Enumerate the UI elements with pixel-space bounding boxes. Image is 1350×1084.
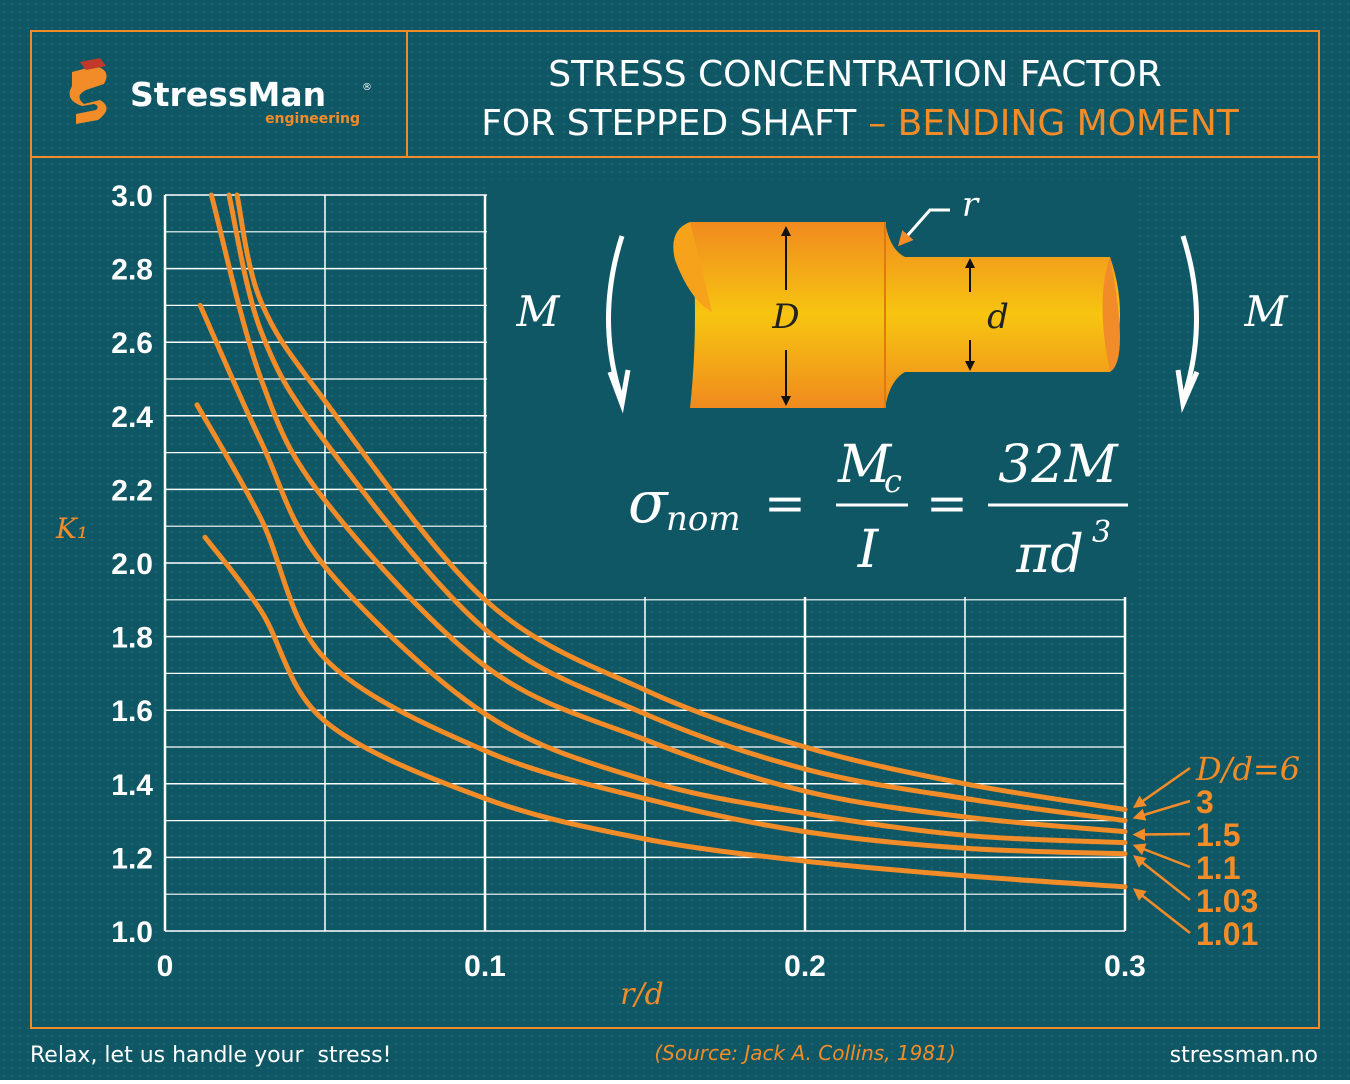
series-line [197, 302, 1128, 846]
x-tick-label: 0.1 [464, 950, 506, 983]
formula-frac2-den: πd [1015, 525, 1083, 585]
series-line [208, 192, 1128, 835]
label-arrow [1133, 888, 1191, 934]
series-label: 1.1 [1196, 850, 1240, 886]
moment-arrow [606, 235, 625, 401]
formula-frac1-num-sub: c [884, 462, 902, 500]
brand: StressMan [130, 75, 326, 114]
formula-lhs: σ [628, 468, 669, 536]
series-label: 1.5 [1196, 817, 1240, 853]
y-tick-label: 3.0 [111, 180, 153, 213]
x-tick-label: 0 [157, 950, 174, 983]
x-tick-label: 0.3 [1104, 950, 1146, 983]
shaft-end [673, 222, 712, 312]
y-tick-label: 2.6 [111, 327, 153, 360]
website: stressman.no [1170, 1043, 1318, 1068]
formula-equals: = [926, 474, 968, 532]
series-line [194, 402, 1128, 857]
shaft-diagram: D d r M M [515, 185, 1288, 414]
x-axis-label: r/d [620, 977, 664, 1012]
formula-equals: = [764, 474, 806, 532]
registered: ® [362, 82, 372, 93]
label-arrow [1132, 828, 1191, 841]
formula-frac2-den-sup: 3 [1092, 515, 1111, 550]
formula-frac1-num: M [837, 435, 893, 495]
label-arrow [1133, 855, 1191, 901]
title-line2: FOR STEPPED SHAFT – BENDING MOMENT [481, 103, 1240, 144]
series-label: 3 [1196, 784, 1214, 820]
shaft [690, 222, 1120, 408]
series-label: D/d=6 [1195, 750, 1300, 788]
series-line [226, 192, 1128, 824]
frame [30, 30, 1320, 1029]
title-highlight: – BENDING MOMENT [868, 103, 1240, 144]
series-line [202, 534, 1128, 890]
label-r: r [962, 185, 980, 225]
y-tick-label: 1.2 [111, 842, 153, 875]
series-label: 1.01 [1196, 916, 1258, 952]
title-main: FOR STEPPED SHAFT [481, 103, 857, 144]
title-line1: STRESS CONCENTRATION FACTOR [548, 54, 1162, 95]
slogan: Relax, let us handle your stress! [30, 1043, 391, 1068]
y-tick-label: 2.4 [111, 401, 153, 434]
moment-arrowhead [1175, 369, 1200, 413]
label-arrow [1132, 766, 1191, 808]
y-tick-label: 1.6 [111, 695, 153, 728]
label-D: D [771, 297, 799, 337]
brand-sub: engineering [265, 111, 360, 127]
formula-frac1-den: I [857, 520, 880, 580]
formula-frac2-num: 32M [998, 435, 1119, 495]
label-arrow [1132, 843, 1191, 869]
moment-right: M [1243, 287, 1288, 336]
y-axis-label: K₁ [55, 512, 88, 545]
source: (Source: Jack A. Collins, 1981) [654, 1041, 955, 1065]
label-d: d [987, 297, 1009, 337]
y-tick-label: 2.0 [111, 548, 153, 581]
formula: σ nom = M c I = 32M πd 3 [628, 435, 1128, 585]
y-tick-label: 1.0 [111, 916, 153, 949]
y-tick-label: 2.8 [111, 254, 153, 287]
label-arrow [1132, 799, 1191, 821]
moment-left: M [515, 287, 560, 336]
moment-arrowhead [607, 369, 631, 414]
radius-arrow [898, 208, 950, 247]
series-label: 1.03 [1196, 883, 1258, 919]
y-tick-label: 1.4 [111, 769, 153, 802]
shaft-end [1102, 257, 1120, 372]
y-tick-label: 1.8 [111, 622, 153, 655]
formula-lhs-sub: nom [666, 499, 741, 539]
y-tick-label: 2.2 [111, 474, 153, 507]
series-line [234, 192, 1128, 813]
moment-arrow [1180, 235, 1199, 401]
logo-icon [69, 58, 107, 124]
curves: D/d=631.51.11.031.01 [194, 192, 1300, 952]
x-tick-label: 0.2 [784, 950, 826, 983]
